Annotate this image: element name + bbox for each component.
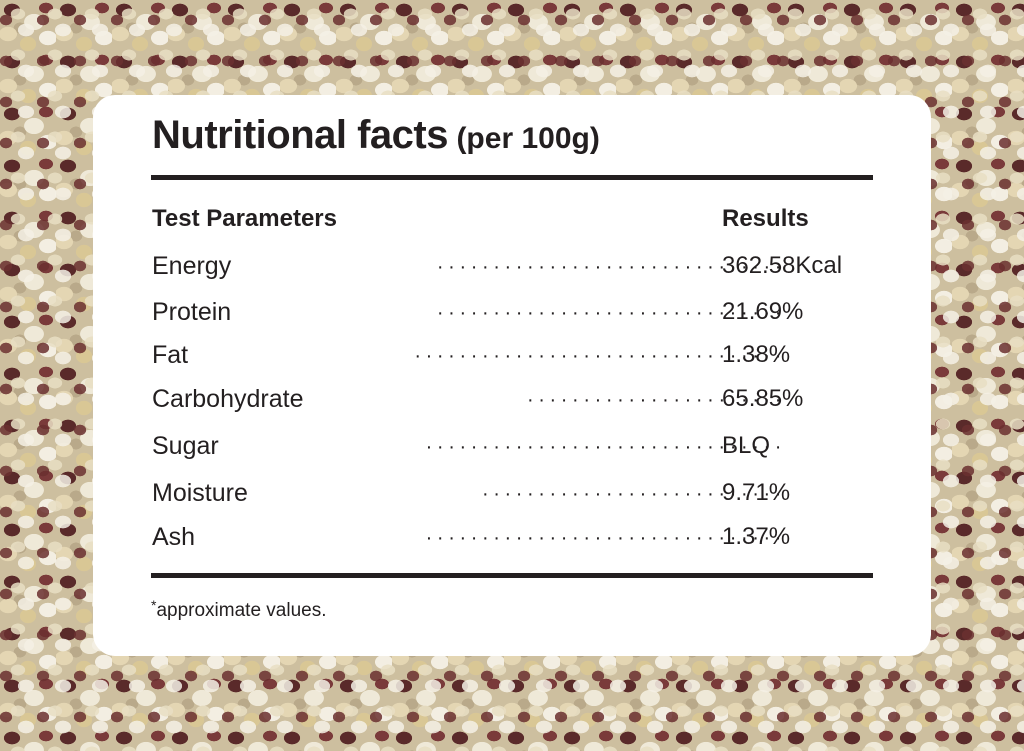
- nutrient-value: 9.71%: [722, 479, 791, 506]
- nutrient-name: Carbohydrate: [152, 385, 304, 414]
- nutrient-name: Energy: [152, 252, 232, 281]
- footnote-asterisk: *: [151, 597, 157, 613]
- leader-dots: ·······························: [436, 256, 786, 278]
- footnote: *approximate values.: [151, 597, 327, 622]
- nutrient-name: Protein: [152, 298, 232, 327]
- nutrient-value: 362.58Kcal: [722, 252, 843, 279]
- leader-dots: ·······················: [527, 389, 786, 411]
- column-header-parameters: Test Parameters: [152, 205, 337, 232]
- nutrient-name: Moisture: [152, 479, 248, 508]
- leader-dots: ································: [425, 527, 786, 549]
- footnote-text: approximate values.: [156, 600, 327, 621]
- nutrition-card: Nutritional facts (per 100g) Test Parame…: [93, 95, 931, 656]
- top-divider: [151, 175, 873, 180]
- leader-dots: ·······························: [436, 302, 786, 324]
- nutrient-name: Ash: [152, 523, 196, 552]
- leader-dots: ································: [425, 436, 786, 458]
- nutrient-row-protein: Protein ······························· …: [152, 298, 872, 332]
- nutrient-row-fat: Fat ································· 1.…: [152, 341, 872, 375]
- nutrient-row-carbohydrate: Carbohydrate ······················· 65.…: [152, 385, 872, 419]
- leader-dots: ·································: [414, 345, 786, 367]
- nutrient-name: Fat: [152, 341, 189, 370]
- title-main: Nutritional facts: [152, 113, 448, 157]
- nutrient-row-ash: Ash ································ 1.3…: [152, 523, 872, 557]
- nutrient-value: 1.37%: [722, 523, 791, 550]
- nutrient-name: Sugar: [152, 432, 219, 461]
- nutrient-value: 21.69%: [722, 298, 804, 325]
- leader-dots: ···························: [481, 483, 786, 505]
- nutrient-value: 65.85%: [722, 385, 804, 412]
- nutrient-value: 1.38%: [722, 341, 791, 368]
- nutrient-row-moisture: Moisture ··························· 9.7…: [152, 479, 872, 513]
- card-title: Nutritional facts (per 100g): [152, 113, 600, 158]
- title-unit: (per 100g): [456, 122, 600, 155]
- nutrient-row-sugar: Sugar ································ B…: [152, 432, 872, 466]
- column-header-results: Results: [722, 205, 809, 232]
- bottom-divider: [151, 573, 873, 578]
- nutrient-value: BLQ: [722, 432, 771, 459]
- nutrient-row-energy: Energy ······························· 3…: [152, 252, 872, 286]
